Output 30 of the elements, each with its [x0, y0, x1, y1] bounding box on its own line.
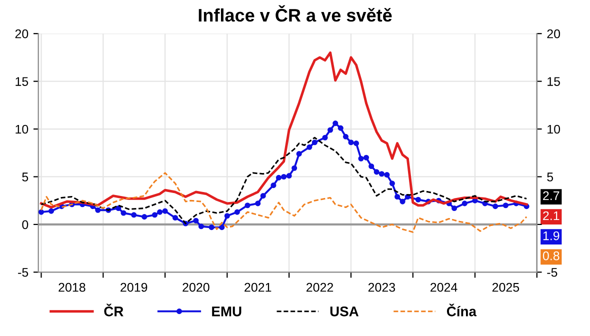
y2-tick-label: 15: [548, 77, 560, 86]
data-label: 2.1: [543, 211, 560, 220]
y2-tick-label: 5: [547, 172, 554, 182]
y-tick-label: 20: [15, 29, 28, 38]
y-tick-label: -5: [18, 268, 28, 277]
x-tick-label: 2019: [120, 282, 148, 292]
legend-label: ČR: [104, 304, 124, 316]
chart-title: Inflace v ČR a ve světě: [198, 5, 392, 22]
x-tick-label: 2025: [492, 282, 520, 292]
y2-tick-label: -5: [547, 268, 558, 277]
y2-tick-label: 10: [548, 124, 560, 134]
legend-label: Čína: [446, 304, 477, 316]
legend-label: USA: [330, 306, 359, 316]
x-tick-label: 2020: [182, 282, 210, 292]
y2-tick-label: 20: [547, 29, 560, 38]
y-tick-label: 0: [22, 220, 28, 230]
line-series: [40, 51, 528, 209]
data-label: 2.7: [543, 191, 560, 200]
x-tick-label: 2018: [58, 282, 86, 292]
x-tick-label: 2022: [306, 282, 334, 292]
x-tick-label: 2023: [368, 282, 396, 292]
x-tick-label: 2024: [430, 282, 458, 292]
line-series: [40, 172, 528, 233]
y-tick-label: 10: [16, 124, 28, 134]
legend-label: EMU: [212, 306, 242, 316]
x-tick-label: 2021: [244, 282, 272, 292]
data-label: 1.9: [543, 231, 560, 240]
y-tick-label: 5: [22, 172, 28, 182]
y-tick-label: 15: [16, 77, 28, 86]
data-label: 0.8: [542, 251, 560, 260]
